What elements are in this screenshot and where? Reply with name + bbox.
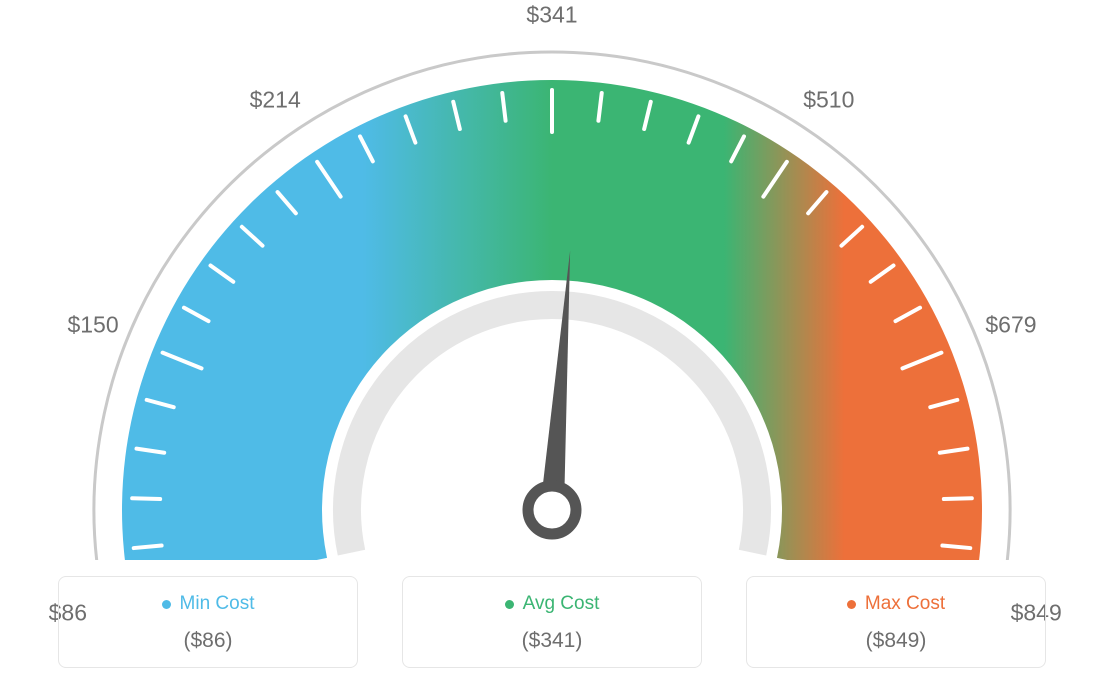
legend-avg-title: Avg Cost [505,593,600,615]
legend-max-box: Max Cost ($849) [746,576,1046,668]
chart-container: $86$150$214$341$510$679$849 Min Cost ($8… [0,0,1104,690]
gauge-svg [0,0,1104,560]
legend-max-value: ($849) [757,629,1035,653]
gauge-tick-label: $341 [526,2,577,29]
gauge-tick-label: $679 [985,311,1036,338]
dot-icon [162,600,171,609]
legend-max-title: Max Cost [847,593,945,615]
legend-avg-value: ($341) [413,629,691,653]
dot-icon [505,600,514,609]
legend-min-label: Min Cost [180,593,255,615]
gauge-tick-label: $214 [250,86,301,113]
legend-avg-label: Avg Cost [523,593,600,615]
legend-avg-box: Avg Cost ($341) [402,576,702,668]
legend-min-box: Min Cost ($86) [58,576,358,668]
legend-min-title: Min Cost [162,593,255,615]
gauge-tick-label: $510 [803,86,854,113]
gauge-area: $86$150$214$341$510$679$849 [0,0,1104,560]
dot-icon [847,600,856,609]
legend-min-value: ($86) [69,629,347,653]
legend-row: Min Cost ($86) Avg Cost ($341) Max Cost … [0,576,1104,668]
legend-max-label: Max Cost [865,593,945,615]
gauge-tick-label: $150 [67,311,118,338]
